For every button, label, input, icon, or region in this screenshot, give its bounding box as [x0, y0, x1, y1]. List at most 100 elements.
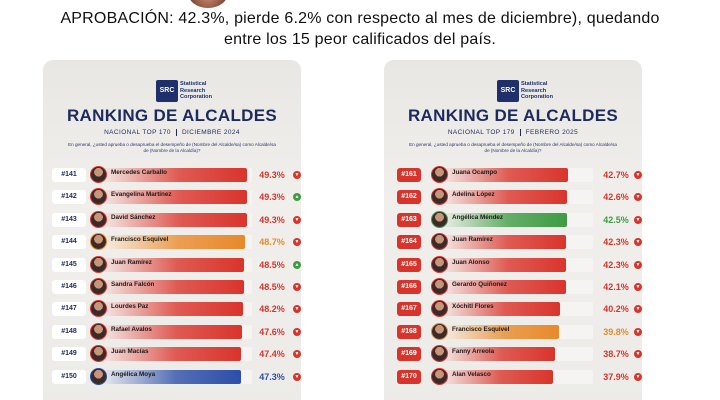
rank-badge: #167 — [397, 302, 421, 317]
ranking-row: #165 Juan Alonso 42.3% ▼ — [393, 254, 642, 276]
mayor-name: Lourdes Paz — [111, 303, 149, 311]
approval-bar — [96, 279, 252, 294]
approval-bar — [96, 257, 252, 272]
approval-percent: 40.2% — [603, 304, 629, 315]
mayor-name: Angélica Méndez — [452, 213, 504, 221]
approval-percent: 39.8% — [603, 326, 629, 337]
rank-badge: #164 — [397, 235, 421, 250]
rank-badge: #162 — [397, 190, 421, 205]
approval-bar-fill — [96, 324, 242, 339]
approval-percent: 47.6% — [259, 326, 285, 337]
approval-bar — [96, 190, 252, 205]
mayor-avatar — [90, 300, 107, 318]
rank-badge: #145 — [52, 257, 86, 272]
ranking-row: #166 Gerardo Quiñonez 42.1% ▼ — [393, 276, 642, 298]
ranking-list: #161 Juana Ocampo 42.7% ▼ #162 Adelina López 4… — [393, 164, 642, 388]
mayor-avatar — [90, 210, 107, 228]
approval-bar — [437, 235, 593, 250]
mayor-avatar — [431, 277, 448, 295]
approval-percent: 48.2% — [259, 304, 285, 315]
trend-down-icon: ▼ — [293, 372, 301, 381]
mayor-name: Juan Ramírez — [111, 258, 152, 266]
approval-bar — [437, 369, 593, 384]
headline: APROBACIÓN: 42.3%, pierde 6.2% con respe… — [0, 8, 720, 50]
trend-down-icon: ▼ — [634, 372, 642, 381]
rank-badge: #144 — [52, 235, 86, 250]
card-title: RANKING DE ALCALDES — [66, 106, 277, 125]
ranking-row: #161 Juana Ocampo 42.7% ▼ — [393, 164, 642, 186]
approval-percent: 38.7% — [603, 349, 629, 360]
survey-question: En general, ¿usted aprueba o desaprueba … — [409, 142, 617, 153]
mayor-name: Juana Ocampo — [452, 169, 498, 176]
mayor-avatar — [90, 255, 107, 273]
trend-down-icon: ▼ — [634, 193, 642, 202]
mayor-avatar — [90, 277, 107, 295]
mayor-avatar — [90, 345, 107, 363]
approval-bar — [96, 324, 252, 339]
mayor-avatar — [431, 233, 448, 251]
headline-line-1: APROBACIÓN: 42.3%, pierde 6.2% con respe… — [60, 10, 660, 27]
mayor-avatar — [90, 367, 107, 385]
mayor-name: Gerardo Quiñonez — [452, 280, 507, 288]
approval-bar-fill — [96, 369, 241, 384]
rank-badge: #146 — [52, 279, 86, 294]
mayor-name: Juan Alonso — [452, 258, 490, 266]
headline-line-2: entre los 15 peor calificados del país. — [224, 31, 496, 48]
approval-bar-fill — [96, 347, 241, 362]
ranking-row: #168 Francisco Esquivel 39.8% ▼ — [393, 321, 642, 343]
approval-percent: 48.5% — [259, 259, 285, 270]
trend-down-icon: ▼ — [634, 260, 642, 269]
mayor-avatar — [431, 210, 448, 228]
ranking-row: #144 Francisco Esquivel 48.7% ▼ — [52, 231, 301, 253]
ranking-row: #145 Juan Ramírez 48.5% ▲ — [52, 254, 301, 276]
approval-bar-fill — [437, 324, 559, 339]
survey-question: En general, ¿usted aprueba o desaprueba … — [68, 142, 276, 153]
ranking-row: #141 Mercedes Carballo 49.3% ▼ — [52, 164, 301, 186]
card-title: RANKING DE ALCALDES — [407, 106, 618, 125]
trend-down-icon: ▼ — [293, 327, 301, 336]
ranking-row: #146 Sandra Falcón 48.5% ▼ — [52, 276, 301, 298]
trend-down-icon: ▼ — [634, 282, 642, 291]
subtitle-period: FEBRERO 2025 — [525, 129, 579, 137]
trend-up-icon: ▲ — [293, 260, 301, 269]
approval-bar — [96, 235, 252, 250]
mayor-name: Angélica Moya — [111, 370, 156, 378]
mayor-avatar — [90, 233, 107, 251]
trend-up-icon: ▲ — [293, 193, 301, 202]
approval-bar-fill — [437, 212, 567, 227]
approval-bar — [437, 279, 593, 294]
mayor-name: Adelina López — [452, 191, 495, 199]
approval-percent: 49.3% — [259, 192, 285, 203]
approval-bar — [437, 257, 593, 272]
trend-down-icon: ▼ — [634, 238, 642, 247]
src-logo: SRC Statistical Research Corporation — [43, 80, 301, 102]
approval-bar-fill — [437, 168, 568, 182]
ranking-card-february[interactable]: SRC Statistical Research Corporation RAN… — [384, 60, 642, 400]
approval-bar — [96, 168, 252, 182]
ranking-card-december[interactable]: SRC Statistical Research Corporation RAN… — [43, 60, 301, 400]
approval-percent: 47.3% — [259, 371, 285, 382]
ranking-row: #170 Alan Velasco 37.9% ▼ — [393, 366, 642, 388]
mayor-name: Evangelina Martínez — [111, 191, 172, 199]
trend-down-icon: ▼ — [293, 305, 301, 314]
subtitle-period: DICIEMBRE 2024 — [181, 129, 240, 137]
src-logo-icon: SRC — [156, 80, 178, 102]
mayor-avatar — [90, 188, 107, 206]
approval-percent: 49.3% — [259, 170, 285, 180]
approval-percent: 37.9% — [603, 371, 629, 382]
approval-bar-fill — [437, 369, 553, 384]
approval-percent: 42.3% — [603, 237, 629, 248]
mayor-avatar — [431, 166, 448, 183]
approval-bar-fill — [437, 279, 566, 294]
mayor-avatar — [90, 322, 107, 340]
mayor-name: Fanny Arreola — [452, 348, 495, 356]
src-logo-icon: SRC — [497, 80, 519, 102]
mayor-name: David Sánchez — [111, 213, 156, 221]
mayor-avatar — [431, 188, 448, 206]
rank-badge: #161 — [397, 168, 421, 182]
ranking-list: #141 Mercedes Carballo 49.3% ▼ #142 Evangelin… — [52, 164, 301, 388]
subtitle-scope: NACIONAL TOP 170 — [104, 129, 171, 137]
mayor-name: Rafael Avalos — [111, 325, 152, 333]
approval-bar — [437, 168, 593, 182]
rank-badge: #168 — [397, 324, 421, 339]
